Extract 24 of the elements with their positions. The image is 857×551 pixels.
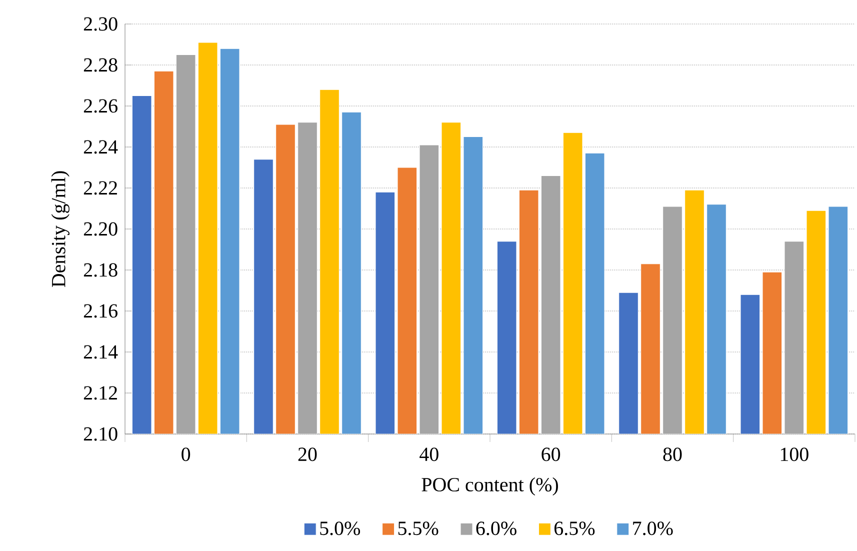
x-tick-label: 40 xyxy=(420,448,438,462)
legend-label: 6.0% xyxy=(476,522,516,536)
x-tick-label: 100 xyxy=(780,448,808,462)
y-tick-label: 2.10 xyxy=(84,427,118,441)
y-tick-label: 2.28 xyxy=(84,58,118,72)
y-tick-label: 2.18 xyxy=(84,263,118,277)
x-tick-label: 20 xyxy=(298,448,317,462)
y-tick-label: 2.24 xyxy=(84,140,118,154)
y-tick-label: 2.20 xyxy=(84,222,118,236)
y-tick-label: 2.16 xyxy=(84,304,118,318)
x-tick-label: 60 xyxy=(542,448,560,462)
legend-label: 5.0% xyxy=(320,522,360,536)
x-tick-label: 0 xyxy=(182,448,190,462)
y-tick-label: 2.14 xyxy=(84,345,118,359)
legend-label: 7.0% xyxy=(633,522,673,536)
legend-label: 6.5% xyxy=(554,522,595,536)
legend-label: 5.5% xyxy=(398,522,438,536)
y-tick-label: 2.30 xyxy=(84,17,118,31)
y-axis-title: Density (g/ml) xyxy=(51,171,70,288)
y-tick-label: 2.26 xyxy=(84,99,118,113)
y-tick-label: 2.12 xyxy=(84,386,117,400)
y-tick-label: 2.22 xyxy=(84,181,117,195)
x-axis-title: POC content (%) xyxy=(422,477,558,496)
x-tick-label: 80 xyxy=(663,448,682,462)
